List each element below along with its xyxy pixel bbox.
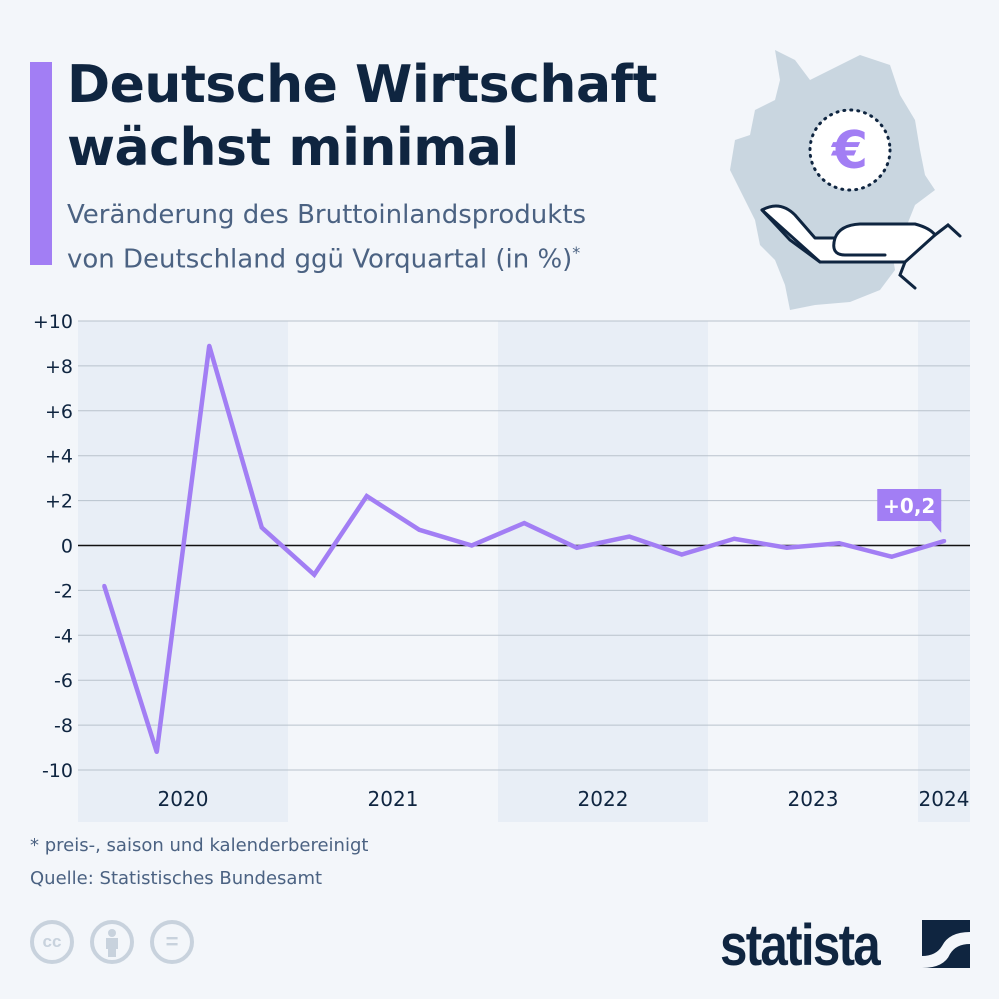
y-tick-label: -8 — [54, 715, 73, 737]
y-tick-label: -2 — [54, 580, 73, 602]
source: Quelle: Statistisches Bundesamt — [30, 868, 323, 889]
footnote-marker: * — [572, 243, 581, 262]
subtitle-line-2: von Deutschland ggü Vorquartal (in %) — [67, 244, 573, 275]
data-point — [837, 541, 842, 546]
attribution-icon[interactable] — [90, 920, 134, 964]
data-point — [522, 521, 527, 526]
cc-license-icon[interactable]: cc — [30, 920, 74, 964]
subtitle-line-1: Veränderung des Bruttoinlandsprodukts — [67, 200, 587, 230]
data-point — [942, 539, 947, 544]
data-point — [312, 572, 317, 577]
x-tick-label: 2021 — [368, 787, 419, 811]
year-band — [498, 321, 708, 822]
data-point — [154, 750, 159, 755]
svg-text:€: € — [831, 121, 868, 181]
y-tick-label: +8 — [45, 356, 73, 378]
title-line-1: Deutsche Wirtschaft — [67, 55, 658, 115]
x-tick-label: 2023 — [788, 787, 839, 811]
data-point — [417, 527, 422, 532]
x-tick-label: 2024 — [919, 787, 970, 811]
value-label: +0,2 — [883, 494, 935, 518]
data-point — [679, 552, 684, 557]
line-chart: +10 +8 +6 +4 +2 0 -2 -4 -6 -8 -10 2020 2021 2022 2023 2… — [33, 311, 970, 822]
y-tick-label: -6 — [54, 670, 73, 692]
data-point — [732, 536, 737, 541]
x-tick-label: 2022 — [578, 787, 629, 811]
statista-logo[interactable]: statista — [720, 913, 881, 978]
data-point — [364, 494, 369, 499]
footnote: * preis-, saison und kalenderbereinigt — [30, 835, 369, 856]
page-title: Deutsche Wirtschaft wächst minimal — [67, 54, 658, 180]
data-point — [574, 545, 579, 550]
value-label-pointer — [930, 520, 942, 534]
y-tick-label: +2 — [45, 491, 73, 513]
euro-hand-germany-icon: € — [730, 50, 962, 310]
year-band — [918, 321, 970, 822]
accent-bar — [30, 62, 52, 265]
data-point — [784, 545, 789, 550]
statista-logo-mark-icon — [922, 920, 970, 968]
y-tick-label: +4 — [45, 446, 73, 468]
value-label-box — [877, 489, 942, 522]
data-point — [469, 543, 474, 548]
no-derivatives-icon[interactable]: = — [150, 920, 194, 964]
x-tick-label: 2020 — [158, 787, 209, 811]
data-point — [627, 534, 632, 539]
year-band — [78, 321, 288, 822]
y-tick-label: 0 — [61, 536, 73, 558]
data-point — [102, 583, 107, 588]
y-tick-label: +6 — [45, 401, 73, 423]
data-point — [889, 554, 894, 559]
data-point — [207, 343, 212, 348]
title-line-2: wächst minimal — [67, 118, 519, 178]
y-tick-label: -4 — [54, 625, 73, 647]
data-point — [259, 525, 264, 530]
y-tick-label: -10 — [42, 760, 73, 782]
subtitle: Veränderung des Bruttoinlandsprodukts vo… — [67, 196, 586, 279]
y-tick-label: +10 — [33, 311, 73, 333]
